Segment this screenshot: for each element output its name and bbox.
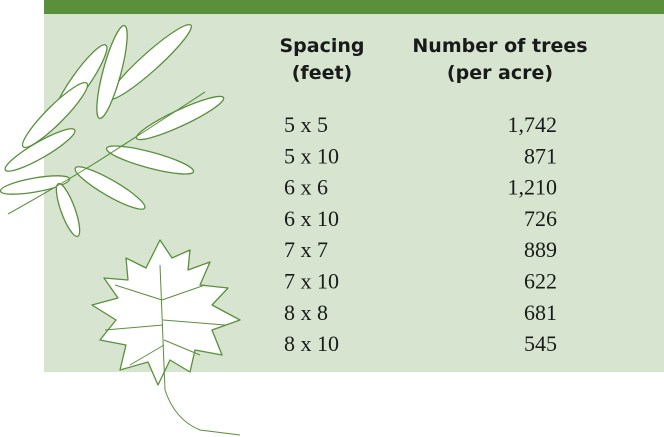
spacing-cell: 8 x 8 <box>284 300 328 325</box>
spacing-cell: 5 x 10 <box>284 143 339 168</box>
spacing-cell: 7 x 10 <box>284 269 339 294</box>
trees-cell: 889 <box>524 237 557 262</box>
column-header: Number of trees <box>412 35 587 57</box>
spacing-cell: 7 x 7 <box>284 237 328 262</box>
page: Spacing (feet) Number of trees (per acre) 5 … <box>0 0 664 437</box>
trees-cell: 1,210 <box>508 175 558 200</box>
table-graphic: Spacing (feet) Number of trees (per acre) 5 … <box>0 0 664 437</box>
trees-cell: 1,742 <box>508 112 558 137</box>
spacing-cell: 5 x 5 <box>284 112 328 137</box>
trees-cell: 622 <box>524 269 557 294</box>
trees-cell: 871 <box>524 143 557 168</box>
column-header: Spacing <box>279 35 364 57</box>
spacing-cell: 8 x 10 <box>284 331 339 356</box>
column-header: (per acre) <box>447 62 553 84</box>
trees-cell: 681 <box>524 300 557 325</box>
column-header: (feet) <box>292 62 353 84</box>
trees-cell: 545 <box>524 331 557 356</box>
top-bar <box>44 0 664 14</box>
trees-cell: 726 <box>524 206 557 231</box>
spacing-cell: 6 x 10 <box>284 206 339 231</box>
spacing-cell: 6 x 6 <box>284 175 328 200</box>
